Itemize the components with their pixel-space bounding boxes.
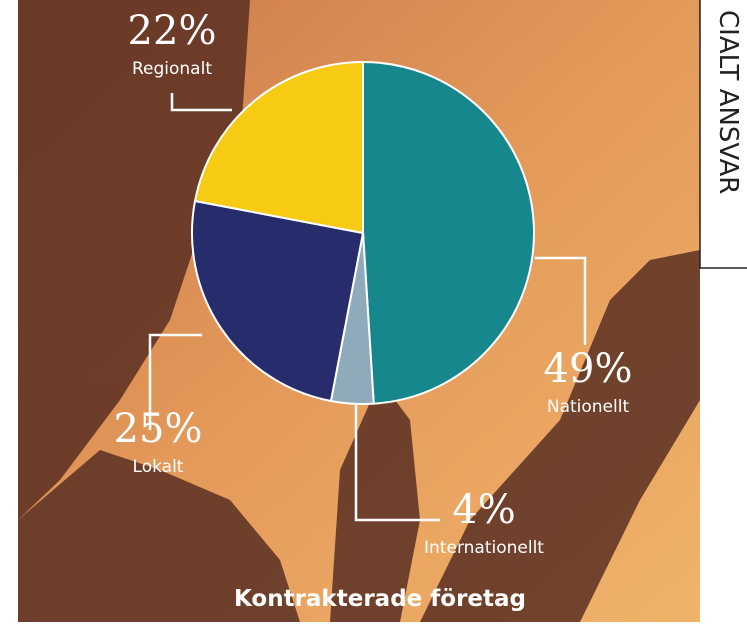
pie-slice	[191, 199, 365, 403]
value-label: 22%	[128, 8, 217, 54]
category-label: Nationellt	[547, 397, 630, 417]
category-label: Regionalt	[132, 59, 212, 79]
side-tab-text: CIALT ANSVAR	[713, 10, 743, 194]
photo-shapes	[18, 0, 700, 622]
chart-title: Kontrakterade företag	[234, 586, 526, 612]
value-label: 25%	[114, 406, 203, 452]
category-label: Lokalt	[133, 457, 184, 477]
value-label: 4%	[452, 487, 515, 533]
pie-slice	[193, 60, 364, 235]
value-label: 49%	[544, 346, 633, 392]
side-tab	[699, 0, 747, 269]
category-label: Internationellt	[424, 538, 544, 558]
leader-lines	[148, 93, 587, 522]
pie-slice	[362, 60, 536, 405]
